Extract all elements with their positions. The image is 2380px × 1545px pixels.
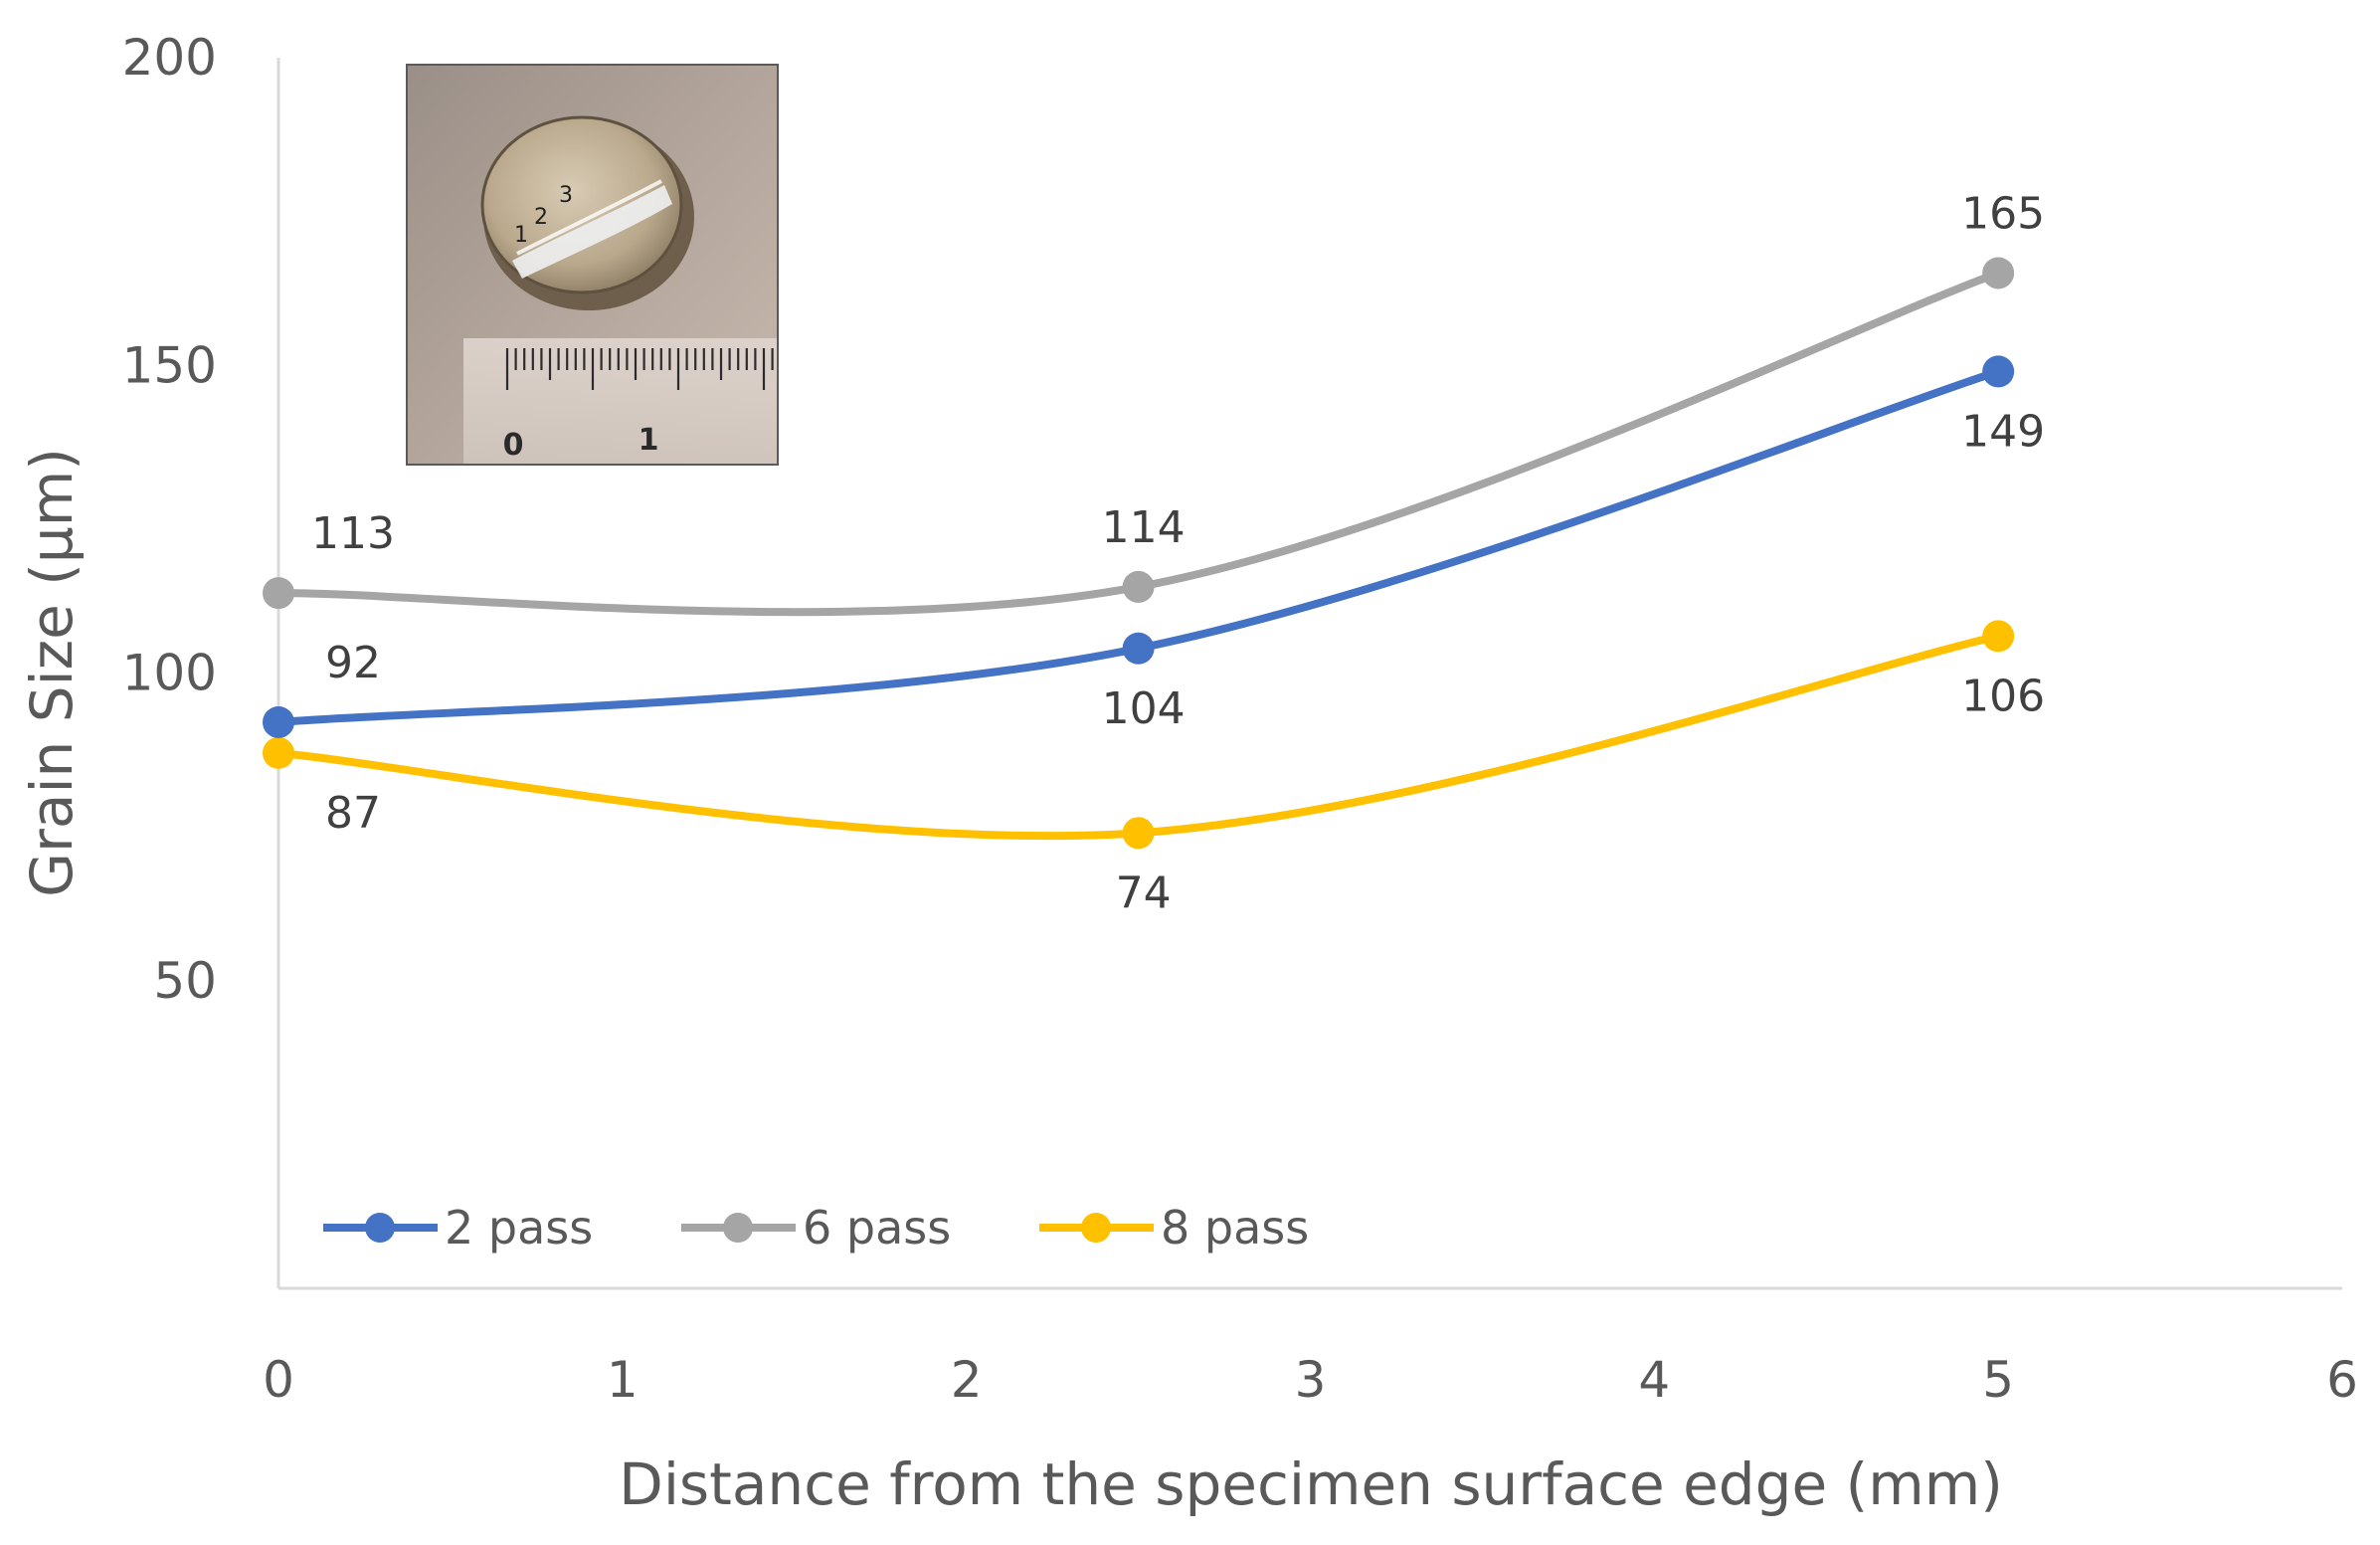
ruler-mark-1: 1 [639, 423, 659, 458]
y-tick-label: 50 [153, 952, 217, 1010]
legend-item: 6 pass [681, 1201, 951, 1255]
legend-label: 8 pass [1161, 1201, 1309, 1255]
ruler-mark-0: 0 [503, 428, 524, 463]
legend-item: 8 pass [1039, 1201, 1309, 1255]
x-tick-label: 1 [607, 1351, 639, 1409]
data-label: 104 [1102, 683, 1186, 734]
data-labels: 92 104 149 113 114 165 87 74 106 [311, 188, 2045, 918]
legend-item: 2 pass [323, 1201, 593, 1255]
axes [276, 58, 2342, 1290]
legend-label: 2 pass [445, 1201, 593, 1255]
data-point [263, 705, 294, 738]
data-point [1982, 355, 2015, 388]
data-label: 165 [1961, 188, 2045, 239]
point-mark-3: 3 [559, 183, 573, 208]
ruler-ticks [505, 348, 774, 390]
legend-label: 6 pass [803, 1201, 951, 1255]
data-point [263, 736, 294, 769]
data-label: 106 [1961, 671, 2045, 721]
data-label: 149 [1961, 406, 2045, 457]
y-tick-label: 100 [122, 645, 217, 702]
x-tick-label: 6 [2326, 1351, 2358, 1409]
data-point [1122, 817, 1155, 850]
legend-swatch-marker [723, 1213, 753, 1243]
data-point [1122, 570, 1155, 603]
series-line-8-pass [275, 632, 2003, 841]
data-point [1122, 632, 1155, 665]
data-label: 113 [311, 508, 395, 559]
y-axis-title: Grain Size (μm) [18, 448, 86, 897]
legend: 2 pass 6 pass 8 pass [323, 1201, 1309, 1255]
x-axis-title: Distance from the specimen surface edge … [619, 1450, 2003, 1518]
y-tick-label: 150 [122, 336, 217, 394]
y-tick-label: 200 [122, 29, 217, 87]
x-tick-label: 2 [951, 1351, 983, 1409]
specimen-photo-icon: 0 1 1 2 3 [406, 64, 779, 466]
data-label: 87 [325, 788, 381, 839]
x-tick-labels: 0 1 2 3 4 5 6 [263, 1351, 2358, 1409]
x-tick-label: 3 [1295, 1351, 1327, 1409]
data-label: 92 [325, 638, 381, 688]
y-tick-labels: 50 100 150 200 [122, 29, 217, 1010]
data-point [263, 577, 294, 610]
data-point [1982, 620, 2015, 653]
x-tick-label: 5 [1982, 1351, 2014, 1409]
point-mark-1: 1 [514, 223, 528, 248]
data-label: 74 [1116, 868, 1172, 918]
data-point [1982, 257, 2015, 290]
series-markers [263, 257, 2015, 850]
x-tick-label: 0 [263, 1351, 294, 1409]
point-mark-2: 2 [534, 205, 548, 230]
legend-swatch-marker [1081, 1213, 1111, 1243]
data-label: 114 [1102, 502, 1186, 553]
x-tick-label: 4 [1638, 1351, 1670, 1409]
legend-swatch-marker [365, 1213, 395, 1243]
